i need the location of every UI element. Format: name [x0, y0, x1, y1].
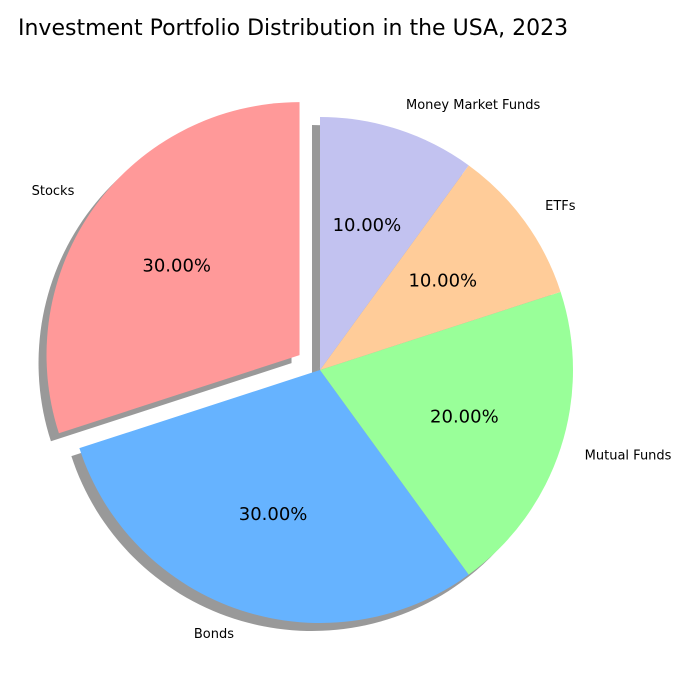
category-label-stocks: Stocks — [32, 184, 75, 199]
chart-title: Investment Portfolio Distribution in the… — [18, 16, 569, 41]
slice-mutual-funds — [320, 291, 574, 575]
slice-layer — [46, 102, 574, 624]
slice-money-market-funds — [320, 117, 469, 370]
category-label-bonds: Bonds — [194, 627, 234, 642]
slice-stocks — [46, 102, 300, 434]
percent-label-etfs: 10.00% — [408, 270, 477, 291]
slice-bonds — [79, 370, 469, 624]
category-label-mutual-funds: Mutual Funds — [585, 449, 672, 464]
slice-etfs — [320, 165, 561, 370]
percent-label-stocks: 30.00% — [142, 255, 211, 276]
percent-label-bonds: 30.00% — [239, 504, 308, 525]
percent-label-mutual-funds: 20.00% — [430, 406, 499, 427]
category-label-money-market-funds: Money Market Funds — [406, 98, 541, 113]
category-label-etfs: ETFs — [545, 199, 576, 214]
percent-label-money-market-funds: 10.00% — [333, 215, 402, 236]
label-layer: 30.00% Stocks 30.00% Bonds 20.00% Mutual Fund… — [32, 98, 672, 642]
